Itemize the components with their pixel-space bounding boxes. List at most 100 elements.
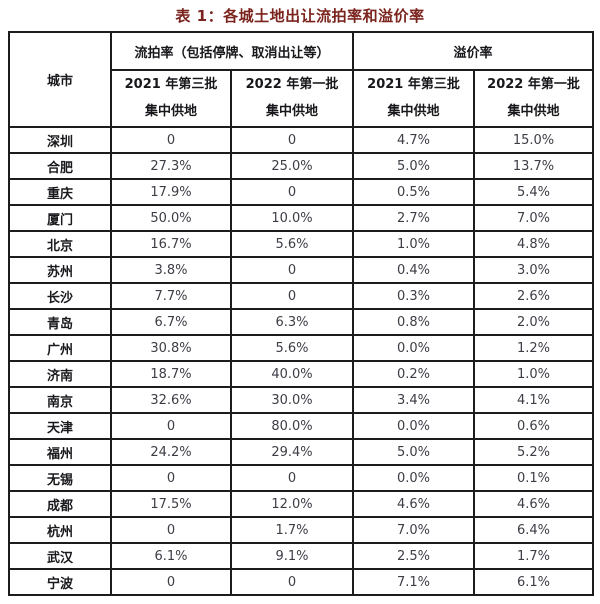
city-cell: 天津 [8,412,112,440]
city-cell: 宁波 [8,568,112,596]
premium-2022-cell: 13.7% [473,152,595,180]
data-table: 城市 流拍率（包括停牌、取消出让等） 溢价率 2021 年第三批 集中供地 20… [8,31,595,596]
table-row: 长沙 7.7% 0 0.3% 2.6% [8,282,595,310]
failure-2021-cell: 0 [110,516,232,544]
subcolumn-premium-2022-batch1: 2022 年第一批 集中供地 [473,69,595,128]
failure-2022-cell: 10.0% [229,204,355,232]
table-row: 天津 0 80.0% 0.0% 0.6% [8,412,595,440]
failure-2022-cell: 1.7% [229,516,355,544]
failure-2022-cell: 5.6% [229,334,355,362]
city-cell: 青岛 [8,308,112,336]
premium-2022-cell: 3.0% [473,256,595,284]
city-cell: 杭州 [8,516,112,544]
header-group-row: 城市 流拍率（包括停牌、取消出让等） 溢价率 [8,31,595,128]
premium-2022-cell: 2.0% [473,308,595,336]
failure-2022-cell: 12.0% [229,490,355,518]
city-cell: 无锡 [8,464,112,492]
table-body: 深圳 0 0 4.7% 15.0% 合肥 27.3% 25.0% 5.0% 13… [8,126,595,596]
table-row: 广州 30.8% 5.6% 0.0% 1.2% [8,334,595,362]
failure-2022-cell: 0 [229,568,355,596]
premium-2021-cell: 5.0% [352,438,476,466]
premium-2021-cell: 7.1% [352,568,476,596]
premium-2021-cell: 0.0% [352,334,476,362]
premium-2022-cell: 4.1% [473,386,595,414]
table-row: 青岛 6.7% 6.3% 0.8% 2.0% [8,308,595,336]
premium-2021-cell: 0.2% [352,360,476,388]
failure-2021-cell: 27.3% [110,152,232,180]
failure-2022-cell: 40.0% [229,360,355,388]
premium-2022-cell: 0.1% [473,464,595,492]
premium-2022-cell: 2.6% [473,282,595,310]
premium-2021-cell: 0.0% [352,464,476,492]
failure-2022-cell: 6.3% [229,308,355,336]
table-row: 深圳 0 0 4.7% 15.0% [8,126,595,154]
table-row: 合肥 27.3% 25.0% 5.0% 13.7% [8,152,595,180]
failure-2022-cell: 29.4% [229,438,355,466]
failure-2021-cell: 6.1% [110,542,232,570]
failure-2022-cell: 25.0% [229,152,355,180]
city-cell: 厦门 [8,204,112,232]
city-cell: 深圳 [8,126,112,154]
failure-2021-cell: 24.2% [110,438,232,466]
premium-2022-cell: 1.0% [473,360,595,388]
city-cell: 苏州 [8,256,112,284]
failure-2021-cell: 0 [110,126,232,154]
table-row: 重庆 17.9% 0 0.5% 5.4% [8,178,595,206]
premium-2022-cell: 5.2% [473,438,595,466]
subcolumn-failure-2021-batch3: 2021 年第三批 集中供地 [110,69,232,128]
premium-2022-cell: 7.0% [473,204,595,232]
city-cell: 南京 [8,386,112,414]
table-row: 福州 24.2% 29.4% 5.0% 5.2% [8,438,595,466]
failure-2021-cell: 17.9% [110,178,232,206]
city-cell: 成都 [8,490,112,518]
table-row: 武汉 6.1% 9.1% 2.5% 1.7% [8,542,595,570]
table-row: 北京 16.7% 5.6% 1.0% 4.8% [8,230,595,258]
premium-2021-cell: 4.7% [352,126,476,154]
city-cell: 北京 [8,230,112,258]
failure-2021-cell: 17.5% [110,490,232,518]
failure-2021-cell: 6.7% [110,308,232,336]
failure-2022-cell: 0 [229,126,355,154]
premium-2021-cell: 2.5% [352,542,476,570]
city-cell: 长沙 [8,282,112,310]
failure-2022-cell: 80.0% [229,412,355,440]
premium-2022-cell: 4.8% [473,230,595,258]
column-header-city: 城市 [8,31,112,128]
premium-2022-cell: 6.1% [473,568,595,596]
premium-2021-cell: 7.0% [352,516,476,544]
column-group-failure-rate: 流拍率（包括停牌、取消出让等） [109,31,355,71]
city-cell: 福州 [8,438,112,466]
premium-2022-cell: 1.7% [473,542,595,570]
premium-2022-cell: 5.4% [473,178,595,206]
failure-2022-cell: 30.0% [229,386,355,414]
failure-2022-cell: 5.6% [229,230,355,258]
premium-2022-cell: 4.6% [473,490,595,518]
column-group-premium-rate: 溢价率 [352,31,595,71]
failure-2022-cell: 9.1% [229,542,355,570]
table-row: 济南 18.7% 40.0% 0.2% 1.0% [8,360,595,388]
subcolumn-premium-2021-batch3: 2021 年第三批 集中供地 [352,69,476,128]
failure-2022-cell: 0 [229,282,355,310]
subcolumn-failure-2022-batch1: 2022 年第一批 集中供地 [229,69,355,128]
city-cell: 合肥 [8,152,112,180]
failure-2021-cell: 0 [110,568,232,596]
failure-2021-cell: 16.7% [110,230,232,258]
premium-2022-cell: 15.0% [473,126,595,154]
premium-2021-cell: 0.5% [352,178,476,206]
table-row: 杭州 0 1.7% 7.0% 6.4% [8,516,595,544]
premium-2021-cell: 0.0% [352,412,476,440]
premium-2021-cell: 4.6% [352,490,476,518]
table-row: 南京 32.6% 30.0% 3.4% 4.1% [8,386,595,414]
failure-2022-cell: 0 [229,178,355,206]
table-row: 厦门 50.0% 10.0% 2.7% 7.0% [8,204,595,232]
city-cell: 广州 [8,334,112,362]
table-row: 宁波 0 0 7.1% 6.1% [8,568,595,596]
city-cell: 济南 [8,360,112,388]
failure-2021-cell: 3.8% [110,256,232,284]
premium-2021-cell: 1.0% [352,230,476,258]
premium-2021-cell: 0.4% [352,256,476,284]
table-title: 表 1：各城土地出让流拍率和溢价率 [175,7,425,25]
header-sub-row: 2021 年第三批 集中供地 2022 年第一批 集中供地 2021 年第三批 … [9,69,595,128]
failure-2021-cell: 0 [110,464,232,492]
city-cell: 重庆 [8,178,112,206]
